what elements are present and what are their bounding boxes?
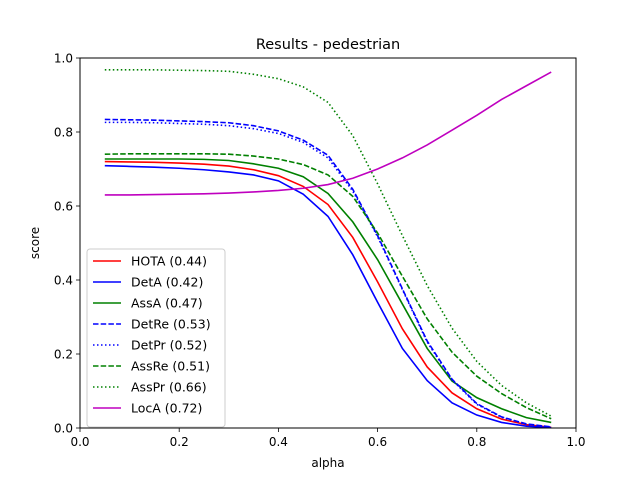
y-axis-label: score	[28, 227, 42, 259]
legend-box	[86, 248, 226, 428]
x-axis-label: alpha	[311, 456, 344, 470]
x-tick-label: 1.0	[566, 435, 585, 449]
x-tick-label: 0.8	[467, 435, 486, 449]
legend-label: AssPr (0.66)	[131, 380, 207, 395]
series-line-7	[104, 71, 552, 196]
legend-label: DetRe (0.53)	[131, 317, 211, 332]
y-tick-label: 0.0	[54, 422, 73, 436]
y-tick-label: 0.8	[54, 126, 73, 140]
series-line-6	[104, 69, 552, 417]
legend-label: AssRe (0.51)	[131, 359, 210, 374]
x-tick-label: 0.0	[70, 435, 89, 449]
y-axis-ticks: 0.0 0.2 0.4 0.6 0.8 1.0	[54, 52, 80, 436]
legend-label: DetA (0.42)	[131, 275, 203, 290]
series-line-5	[104, 153, 552, 420]
y-tick-label: 0.2	[54, 348, 73, 362]
y-tick-label: 0.4	[54, 274, 73, 288]
chart-title: Results - pedestrian	[256, 37, 400, 53]
legend-label: HOTA (0.44)	[131, 254, 207, 269]
legend-label: LocA (0.72)	[131, 401, 202, 416]
y-tick-label: 1.0	[54, 52, 73, 66]
series-line-2	[104, 158, 552, 424]
x-axis-ticks: 0.0 0.2 0.4 0.6 0.8 1.0	[70, 428, 586, 449]
y-tick-label: 0.6	[54, 200, 73, 214]
series-line-3	[104, 118, 552, 428]
x-tick-label: 0.2	[170, 435, 189, 449]
legend-label: AssA (0.47)	[131, 296, 203, 311]
series-layer	[104, 69, 552, 429]
legend: HOTA (0.44) DetA (0.42) AssA (0.47) DetRe (…	[86, 248, 226, 428]
x-tick-label: 0.4	[269, 435, 288, 449]
series-line-0	[104, 160, 552, 429]
x-tick-label: 0.6	[368, 435, 387, 449]
legend-label: DetPr (0.52)	[131, 338, 207, 353]
series-line-1	[104, 164, 552, 429]
plot-frame	[79, 57, 577, 429]
